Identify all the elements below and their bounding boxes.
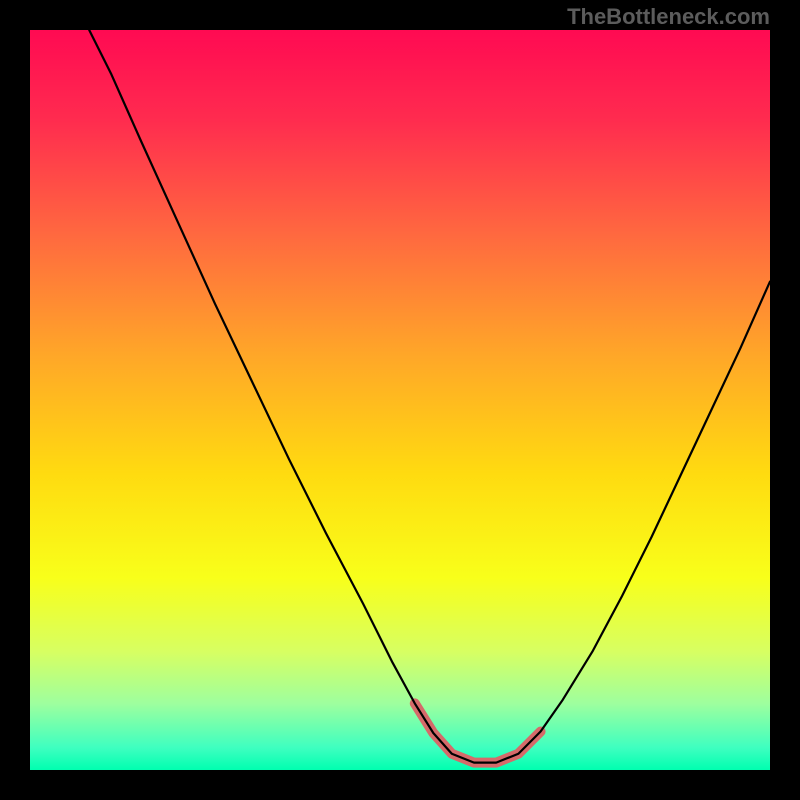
chart-frame: TheBottleneck.com <box>0 0 800 800</box>
watermark-text: TheBottleneck.com <box>567 4 770 30</box>
chart-svg <box>0 0 800 800</box>
